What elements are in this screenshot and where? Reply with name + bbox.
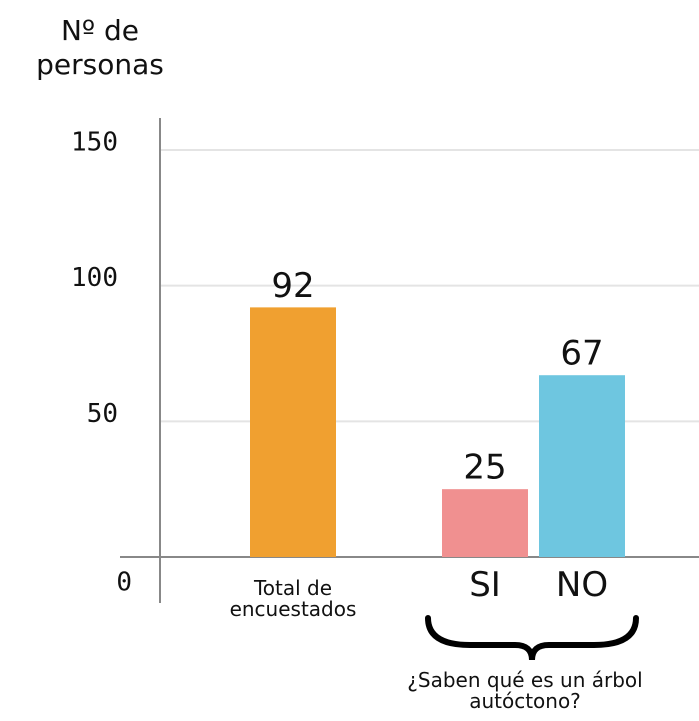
annotation: ¿Saben qué es un árbol autóctono? [407,668,643,713]
y-tick-label: 100 [71,263,118,293]
bar [250,307,336,557]
brace [425,615,639,661]
y-tick-label: 0 [116,568,132,598]
x-tick-label: Total de encuestados [229,576,357,621]
x-tick-label: NO [555,565,609,605]
value-label: 67 [560,334,603,374]
y-tick-label: 50 [87,399,118,429]
y-axis-label: Nº de personas [36,14,164,81]
y-tick-label: 150 [71,128,118,158]
x-tick-label: SI [469,565,501,605]
bar [539,375,625,557]
value-label: 92 [271,266,314,306]
value-label: 25 [463,448,506,488]
bar [442,489,528,557]
